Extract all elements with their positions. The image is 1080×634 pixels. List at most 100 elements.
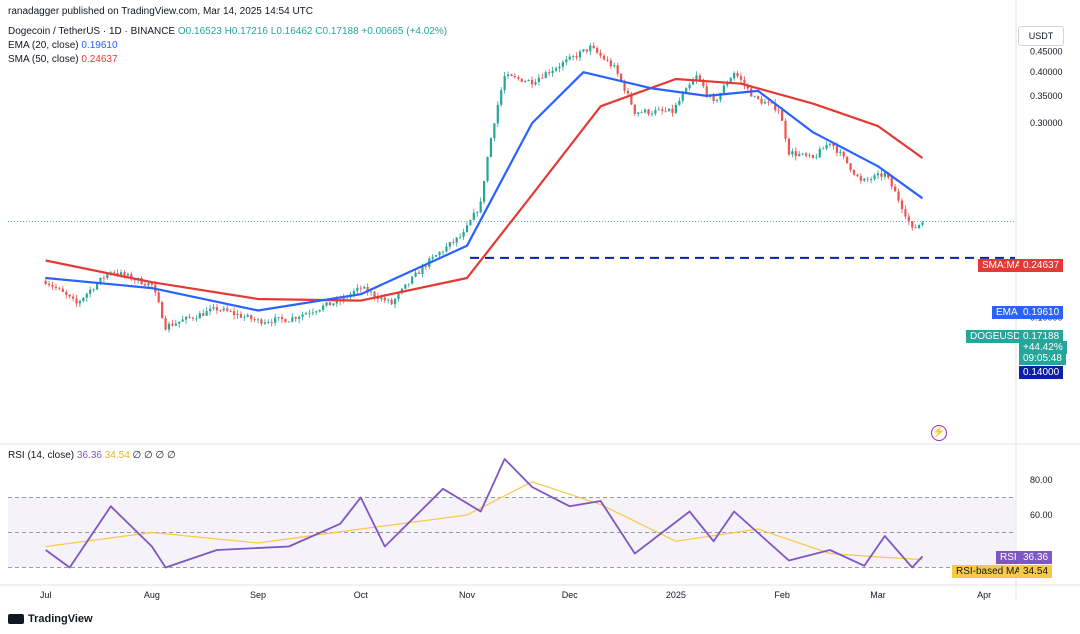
currency-button[interactable]: USDT [1018, 26, 1064, 46]
candle-body [606, 59, 609, 61]
candle-body [44, 280, 47, 284]
candle-body [356, 287, 359, 292]
ohlc-high: H0.17216 [224, 26, 268, 37]
candle-body [767, 102, 770, 103]
candle-body [691, 80, 695, 85]
time-tick-label: Oct [354, 590, 369, 600]
candle-body [674, 104, 678, 113]
candle-body [435, 255, 438, 257]
rsi-line [45, 458, 924, 569]
candle-body [208, 308, 212, 312]
candle-body [287, 321, 290, 323]
candle-body [904, 209, 907, 217]
candle-body [71, 296, 75, 299]
candle-body [328, 302, 332, 306]
sma-legend-label: SMA (50, close) [8, 54, 79, 65]
rsi-ma-legend-value: 34.54 [104, 450, 130, 461]
candle-body [719, 92, 722, 100]
candle-body [260, 319, 263, 324]
candle-body [647, 109, 650, 115]
candle-body [123, 272, 126, 276]
candle-body [616, 65, 619, 74]
candle-body [839, 151, 842, 153]
candle-body [92, 289, 95, 291]
candle-body [794, 151, 797, 156]
candle-body [298, 316, 301, 319]
candle-body [548, 72, 551, 74]
candle-body [226, 308, 229, 312]
candle-body [236, 313, 239, 315]
sma-50-line [45, 77, 924, 302]
candle-body [424, 265, 427, 267]
candle-body [729, 78, 732, 84]
candle-body [890, 177, 893, 187]
candle-body [243, 316, 246, 318]
candle-body [863, 178, 866, 181]
candle-body [205, 311, 208, 316]
candle-body [582, 49, 585, 52]
support-tag: 0.14000 [1019, 366, 1064, 379]
candle-body [438, 252, 441, 256]
rsi-ma-tag-value: 34.54 [1019, 565, 1053, 578]
candle-body [633, 104, 636, 114]
rsi-ma-tag-label: RSI-based MA [952, 565, 1026, 578]
candle-body [198, 313, 201, 319]
candle-body [763, 102, 767, 104]
candle-body [239, 313, 243, 318]
candle-body [780, 110, 784, 121]
candle-body [846, 156, 849, 164]
candle-body [369, 291, 373, 293]
candle-body [568, 56, 571, 60]
ticker-price: 0.17188 [1019, 330, 1064, 343]
candle-body [541, 77, 544, 79]
candle-body [887, 172, 890, 178]
rsi-band-fill [8, 497, 1015, 568]
candle-body [503, 76, 506, 91]
candle-body [126, 274, 129, 276]
candle-body [68, 294, 71, 297]
candle-body [161, 302, 164, 319]
candle-body [417, 272, 421, 274]
candle-body [85, 293, 88, 298]
candle-body [102, 277, 106, 279]
candle-body [390, 299, 393, 305]
candle-body [510, 74, 513, 76]
candle-body [157, 292, 160, 303]
rsi-legend-label: RSI (14, close) [8, 450, 75, 461]
candle-body [452, 242, 455, 243]
candle-body [753, 96, 756, 98]
candle-body [253, 319, 256, 321]
candle-body [914, 227, 917, 229]
lightning-icon[interactable]: ⚡ [931, 425, 947, 441]
time-tick-label: Aug [144, 590, 160, 600]
candle-body [99, 277, 102, 284]
candle-body [222, 308, 225, 311]
candle-body [383, 297, 386, 301]
candle-body [661, 109, 664, 111]
candle-body [774, 103, 777, 111]
candle-body [917, 224, 921, 228]
candle-body [167, 323, 171, 330]
candle-body [534, 82, 537, 85]
sma-legend: SMA (50, close) 0.24637 [8, 54, 118, 65]
time-tick-label: Feb [774, 590, 790, 600]
candle-body [852, 170, 856, 175]
candle-body [791, 151, 794, 155]
candle-body [75, 298, 78, 304]
candle-body [476, 212, 479, 214]
candle-body [325, 302, 328, 306]
candle-body [712, 94, 715, 101]
candle-body [722, 85, 725, 93]
time-tick-label: Sep [250, 590, 266, 600]
time-tick-label: Dec [562, 590, 579, 600]
candle-body [506, 74, 510, 77]
candle-body [106, 273, 109, 279]
ema-tag-value: 0.19610 [1019, 306, 1064, 319]
time-tick-label: Jul [40, 590, 52, 600]
candle-body [270, 322, 273, 323]
ohlc-change: +0.00665 (+4.02%) [361, 26, 448, 37]
candle-body [678, 100, 681, 105]
candle-body [58, 287, 61, 289]
candle-body [304, 313, 308, 315]
